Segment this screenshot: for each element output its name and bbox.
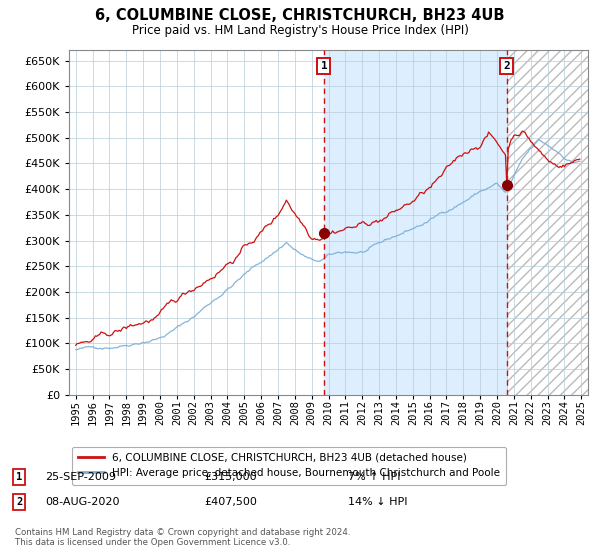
Bar [507,50,588,395]
Legend: 6, COLUMBINE CLOSE, CHRISTCHURCH, BH23 4UB (detached house), HPI: Average price,: 6, COLUMBINE CLOSE, CHRISTCHURCH, BH23 4… [71,446,506,484]
Text: £407,500: £407,500 [204,497,257,507]
Text: 7% ↑ HPI: 7% ↑ HPI [348,472,401,482]
Text: 14% ↓ HPI: 14% ↓ HPI [348,497,407,507]
Text: 2: 2 [503,61,510,71]
Text: 2: 2 [16,497,22,507]
Text: Contains HM Land Registry data © Crown copyright and database right 2024.
This d: Contains HM Land Registry data © Crown c… [15,528,350,548]
Text: 6, COLUMBINE CLOSE, CHRISTCHURCH, BH23 4UB: 6, COLUMBINE CLOSE, CHRISTCHURCH, BH23 4… [95,8,505,24]
Bar [324,50,507,395]
Text: 1: 1 [16,472,22,482]
Text: 25-SEP-2009: 25-SEP-2009 [45,472,116,482]
Text: 1: 1 [320,61,328,71]
Text: Price paid vs. HM Land Registry's House Price Index (HPI): Price paid vs. HM Land Registry's House … [131,24,469,36]
Text: 08-AUG-2020: 08-AUG-2020 [45,497,119,507]
Text: £315,000: £315,000 [204,472,257,482]
